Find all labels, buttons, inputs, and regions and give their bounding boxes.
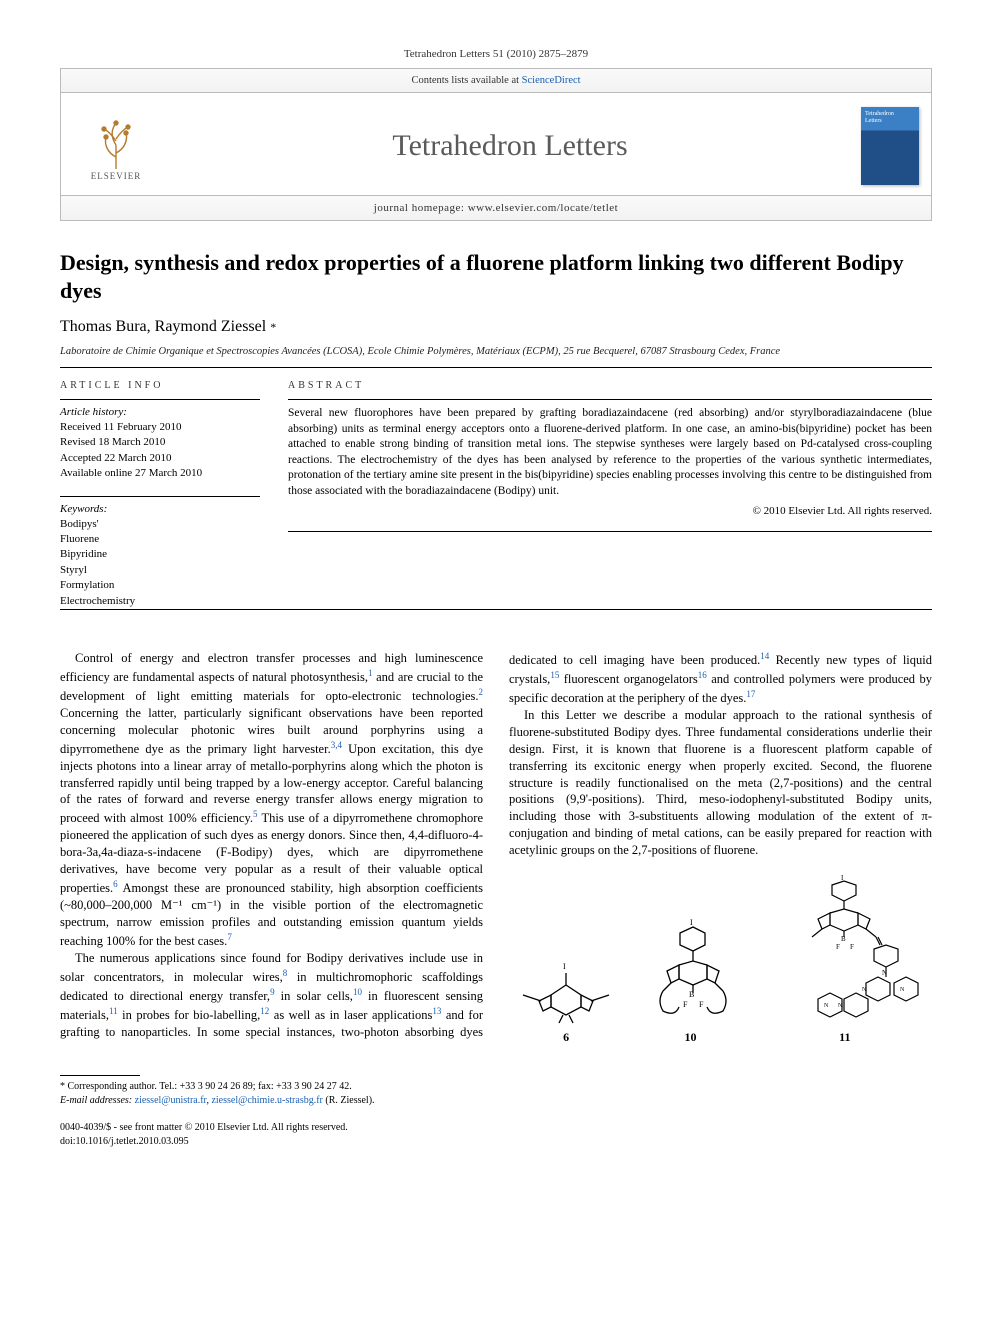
publisher-name: ELSEVIER — [91, 171, 142, 181]
molecule-10: I B F F 10 — [635, 915, 745, 1045]
footnote-rule — [60, 1075, 140, 1076]
text-run: as well as in laser applications — [269, 1008, 432, 1022]
author-list: Thomas Bura, Raymond Ziessel * — [60, 318, 932, 336]
affiliation: Laboratoire de Chimie Organique et Spect… — [60, 346, 932, 357]
abstract-text: Several new fluorophores have been prepa… — [288, 406, 932, 499]
paragraph: In this Letter we describe a modular app… — [509, 707, 932, 859]
homepage-url[interactable]: www.elsevier.com/locate/tetlet — [468, 202, 619, 214]
citation-ref[interactable]: 15 — [550, 670, 559, 680]
keywords-label: Keywords: — [60, 503, 260, 515]
article-title: Design, synthesis and redox properties o… — [60, 249, 932, 304]
citation-ref[interactable]: 7 — [227, 932, 232, 942]
chemical-structures-figure: I 6 I B F F — [509, 869, 932, 1051]
keywords-list: Bodipys' Fluorene Bipyridine Styryl Form… — [60, 517, 260, 609]
history-item: Accepted 22 March 2010 — [60, 451, 260, 466]
issn-line: 0040-4039/$ - see front matter © 2010 El… — [60, 1121, 932, 1135]
email-label: E-mail addresses: — [60, 1095, 132, 1106]
rule-after-info — [60, 609, 932, 610]
svg-text:F: F — [699, 1000, 704, 1009]
keyword-item: Fluorene — [60, 532, 260, 547]
asterisk-mark: * — [270, 320, 276, 334]
citation-ref[interactable]: 11 — [109, 1006, 118, 1016]
molecule-label: 6 — [563, 1029, 569, 1045]
keyword-item: Electrochemistry — [60, 594, 260, 609]
elsevier-logo: ELSEVIER — [73, 103, 159, 189]
molecule-6: I 6 — [521, 955, 611, 1045]
citation-line: Tetrahedron Letters 51 (2010) 2875–2879 — [60, 48, 932, 60]
author-names: Thomas Bura, Raymond Ziessel — [60, 318, 266, 335]
history-item: Received 11 February 2010 — [60, 420, 260, 435]
doi-line: doi:10.1016/j.tetlet.2010.03.095 — [60, 1135, 932, 1149]
keyword-item: Bipyridine — [60, 547, 260, 562]
citation-ref[interactable]: 17 — [746, 689, 755, 699]
molecule-11: I B F F N — [770, 875, 920, 1045]
text-run: in solar cells, — [275, 989, 353, 1003]
contents-prefix: Contents lists available at — [411, 75, 521, 86]
molecule-label: 11 — [839, 1029, 850, 1045]
text-run: (R. Ziessel). — [323, 1095, 375, 1106]
molecule-icon: I — [521, 955, 611, 1025]
journal-name: Tetrahedron Letters — [159, 129, 861, 163]
citation-ref[interactable]: 14 — [760, 651, 769, 661]
contents-bar: Contents lists available at ScienceDirec… — [61, 69, 931, 93]
paragraph: Control of energy and electron transfer … — [60, 650, 483, 950]
homepage-bar: journal homepage: www.elsevier.com/locat… — [61, 195, 931, 220]
text-run: in probes for bio-labelling, — [118, 1008, 261, 1022]
article-info-column: ARTICLE INFO Article history: Received 1… — [60, 380, 260, 609]
body-text: Control of energy and electron transfer … — [60, 650, 932, 1051]
history-label: Article history: — [60, 406, 260, 418]
sciencedirect-link[interactable]: ScienceDirect — [522, 75, 581, 86]
email-link[interactable]: ziessel@unistra.fr — [135, 1095, 207, 1106]
history-list: Received 11 February 2010 Revised 18 Mar… — [60, 420, 260, 482]
text-run: fluorescent organogelators — [559, 672, 697, 686]
citation-ref[interactable]: 3,4 — [331, 740, 342, 750]
homepage-label: journal homepage: — [374, 202, 468, 214]
abstract-head: ABSTRACT — [288, 380, 932, 391]
molecule-icon: I B F F N — [770, 875, 920, 1025]
abs-bottom-rule — [288, 531, 932, 532]
history-item: Revised 18 March 2010 — [60, 435, 260, 450]
svg-text:N: N — [862, 987, 867, 993]
corresponding-author: * Corresponding author. Tel.: +33 3 90 2… — [60, 1080, 932, 1094]
email-link[interactable]: ziessel@chimie.u-strasbg.fr — [211, 1095, 322, 1106]
history-item: Available online 27 March 2010 — [60, 466, 260, 481]
keyword-item: Bodipys' — [60, 517, 260, 532]
svg-text:I: I — [563, 962, 566, 971]
svg-text:N: N — [838, 1003, 843, 1009]
svg-text:F: F — [836, 943, 840, 951]
svg-text:N: N — [824, 1003, 829, 1009]
citation-ref[interactable]: 13 — [432, 1006, 441, 1016]
svg-text:F: F — [850, 943, 854, 951]
molecule-icon: I B F F — [635, 915, 745, 1025]
citation-ref[interactable]: 12 — [260, 1006, 269, 1016]
keyword-item: Styryl — [60, 563, 260, 578]
svg-text:N: N — [900, 987, 905, 993]
text-run: Amongst these are pronounced stability, … — [60, 881, 483, 948]
citation-ref[interactable]: 2 — [479, 687, 484, 697]
journal-cover-icon — [861, 107, 919, 185]
front-matter-line: 0040-4039/$ - see front matter © 2010 El… — [60, 1121, 932, 1148]
abstract-column: ABSTRACT Several new fluorophores have b… — [288, 380, 932, 609]
elsevier-tree-icon — [86, 111, 146, 171]
abstract-copyright: © 2010 Elsevier Ltd. All rights reserved… — [288, 505, 932, 517]
article-info-head: ARTICLE INFO — [60, 380, 260, 391]
citation-ref[interactable]: 10 — [353, 987, 362, 997]
footnote-block: * Corresponding author. Tel.: +33 3 90 2… — [60, 1069, 932, 1107]
svg-text:F: F — [683, 1000, 688, 1009]
molecule-label: 10 — [684, 1029, 696, 1045]
svg-text:I: I — [690, 918, 693, 927]
keyword-item: Formylation — [60, 578, 260, 593]
journal-header: Contents lists available at ScienceDirec… — [60, 68, 932, 221]
citation-ref[interactable]: 16 — [698, 670, 707, 680]
email-line: E-mail addresses: ziessel@unistra.fr, zi… — [60, 1094, 932, 1108]
